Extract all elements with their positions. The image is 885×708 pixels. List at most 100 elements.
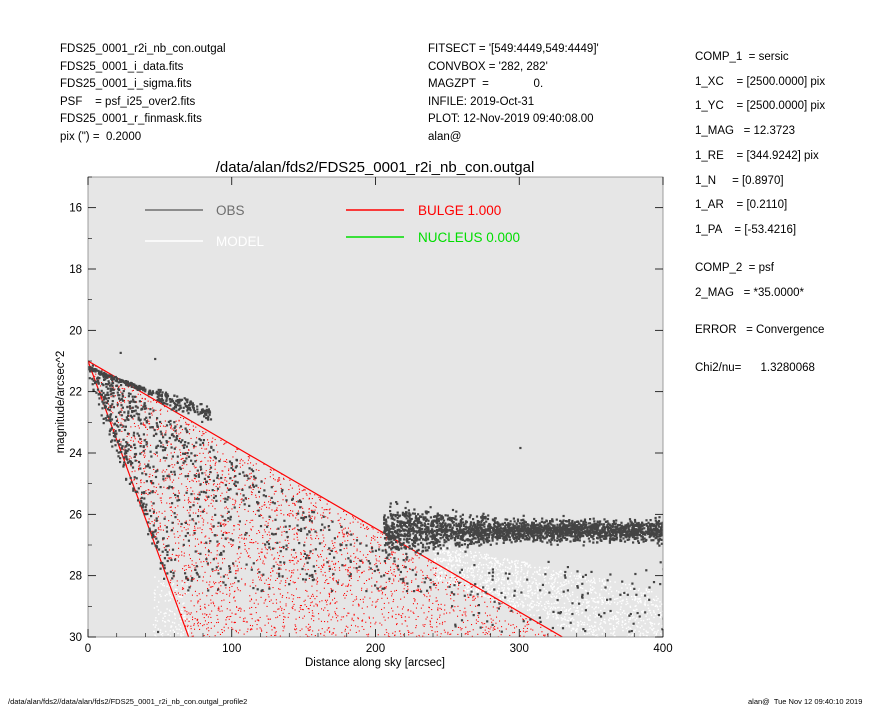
- obs-point: [274, 518, 277, 521]
- obs-point: [143, 387, 146, 390]
- bulge-point: [247, 628, 249, 630]
- obs-point: [101, 407, 104, 410]
- model-point: [559, 597, 561, 600]
- bulge-point: [351, 619, 353, 621]
- model-point: [496, 590, 499, 593]
- bulge-point: [201, 517, 203, 519]
- bulge-point: [160, 500, 162, 502]
- bulge-point: [457, 581, 459, 583]
- bulge-point: [186, 423, 188, 425]
- bulge-point: [217, 618, 219, 620]
- model-point: [594, 601, 596, 603]
- obs-point: [209, 418, 213, 421]
- model-point: [574, 585, 577, 587]
- model-point: [498, 584, 500, 587]
- bulge-point: [427, 592, 429, 594]
- obs-point: [111, 439, 114, 442]
- model-point: [466, 569, 469, 571]
- bulge-point: [368, 566, 370, 568]
- bulge-point: [435, 587, 437, 589]
- bulge-point: [486, 633, 488, 635]
- bulge-point: [362, 525, 364, 527]
- bulge-point: [136, 460, 138, 462]
- model-point: [457, 564, 459, 567]
- obs-point: [122, 456, 125, 459]
- bulge-point: [241, 498, 243, 500]
- bulge-point: [294, 527, 296, 529]
- bulge-point: [417, 616, 419, 618]
- bulge-point: [163, 547, 165, 549]
- bulge-point: [214, 490, 216, 492]
- bulge-point: [138, 427, 140, 429]
- bulge-point: [119, 414, 121, 416]
- model-point: [601, 580, 603, 583]
- obs-point: [159, 430, 162, 433]
- bulge-point: [304, 516, 306, 518]
- bulge-point: [465, 626, 467, 628]
- bulge-point: [193, 578, 195, 580]
- model-point: [612, 632, 615, 634]
- bulge-point: [203, 617, 205, 619]
- bulge-point: [177, 460, 179, 462]
- model-point: [580, 620, 582, 622]
- bulge-point: [153, 509, 155, 511]
- bulge-point: [467, 620, 469, 622]
- bulge-point: [205, 495, 207, 497]
- obs-point: [303, 552, 306, 555]
- bulge-point: [279, 601, 281, 603]
- obs-point: [190, 493, 193, 496]
- bulge-point: [327, 517, 329, 519]
- bulge-point: [286, 501, 288, 503]
- bulge-point: [381, 593, 383, 595]
- model-point: [546, 612, 549, 615]
- model-point: [507, 593, 510, 595]
- bulge-point: [217, 569, 219, 571]
- model-point: [499, 566, 501, 568]
- bulge-point: [524, 625, 526, 627]
- bulge-point: [349, 522, 351, 524]
- model-point: [154, 619, 157, 622]
- bulge-point: [328, 582, 330, 584]
- param-line-5: 1_N = [0.8970]: [695, 175, 784, 187]
- model-point: [481, 570, 484, 572]
- bulge-point: [177, 523, 179, 525]
- bulge-point: [172, 492, 174, 494]
- bulge-point: [279, 541, 281, 543]
- bulge-point: [264, 600, 266, 602]
- bulge-point: [337, 535, 339, 537]
- model-point: [501, 576, 504, 578]
- bulge-point: [383, 602, 385, 604]
- model-point: [154, 576, 156, 578]
- bulge-point: [182, 457, 184, 459]
- bulge-point: [432, 581, 434, 583]
- bulge-point: [504, 620, 506, 622]
- bulge-point: [403, 582, 405, 584]
- bulge-point: [484, 623, 486, 625]
- bulge-point: [357, 617, 359, 619]
- obs-point: [207, 415, 210, 418]
- bulge-point: [262, 542, 264, 544]
- model-point: [493, 566, 495, 568]
- bulge-point: [312, 593, 314, 595]
- obs-point: [88, 377, 91, 380]
- obs-point: [106, 387, 109, 390]
- model-point: [439, 551, 442, 553]
- bulge-point: [308, 623, 310, 625]
- model-point: [497, 579, 499, 582]
- bulge-point: [430, 569, 432, 571]
- obs-point: [110, 440, 113, 443]
- model-point: [467, 586, 470, 588]
- bulge-point: [528, 623, 530, 625]
- bulge-point: [304, 541, 306, 543]
- bulge-point: [484, 633, 486, 635]
- bulge-point: [297, 510, 299, 512]
- bulge-point: [343, 594, 345, 596]
- bulge-point: [347, 535, 349, 537]
- model-point: [496, 581, 498, 583]
- bulge-point: [411, 557, 413, 559]
- obs-point: [191, 404, 195, 407]
- bulge-point: [388, 612, 390, 614]
- model-point: [565, 580, 567, 582]
- bulge-point: [422, 578, 424, 580]
- model-point: [165, 630, 167, 633]
